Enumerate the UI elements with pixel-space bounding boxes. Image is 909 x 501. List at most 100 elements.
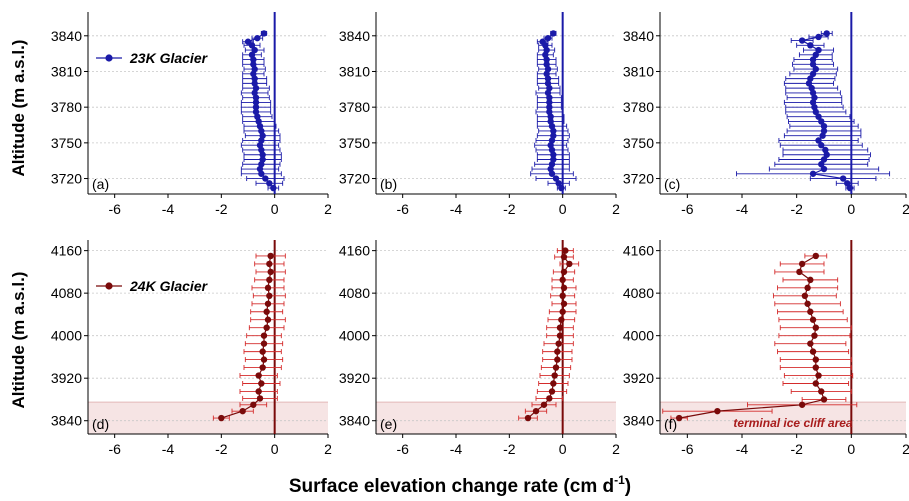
x-tick-label: -6 xyxy=(108,441,121,457)
x-axis-label-close: ) xyxy=(625,476,631,497)
data-point xyxy=(239,407,246,415)
data-point xyxy=(266,260,273,268)
x-axis-label-superscript: -1 xyxy=(614,473,625,487)
data-point xyxy=(820,156,828,163)
y-tick-label: 3720 xyxy=(51,171,82,187)
x-tick-label: -6 xyxy=(681,441,694,457)
data-point xyxy=(818,142,825,149)
data-point xyxy=(252,103,260,111)
y-tick-label: 3840 xyxy=(51,28,82,44)
data-point xyxy=(809,316,817,323)
x-tick-label: 2 xyxy=(612,441,620,457)
y-tick-label: 3840 xyxy=(623,28,654,44)
data-point xyxy=(250,56,257,63)
panel-a: 3720 3750 3780 3810 3840 -6 -4 -2 0 2 (a) 23K Glaci… xyxy=(51,12,332,217)
x-tick-label: -4 xyxy=(162,441,175,457)
x-tick-label: -2 xyxy=(790,201,803,217)
y-tick-label: 3780 xyxy=(51,99,82,115)
data-point xyxy=(555,340,562,347)
data-point xyxy=(560,284,568,292)
y-tick-label: 4160 xyxy=(51,243,82,259)
data-point xyxy=(559,276,566,284)
data-point xyxy=(552,364,560,371)
legend-marker xyxy=(105,54,113,62)
panel-tag: (f) xyxy=(664,416,677,432)
data-point xyxy=(266,180,273,187)
x-tick-label: -2 xyxy=(503,441,516,457)
x-tick-label: 0 xyxy=(559,201,567,217)
x-tick-label: -2 xyxy=(790,441,803,457)
data-point xyxy=(809,70,817,78)
legend-marker xyxy=(105,282,113,290)
data-point xyxy=(546,99,553,106)
y-tick-label: 3920 xyxy=(623,370,654,386)
series-line xyxy=(800,32,851,189)
y-tick-label: 3840 xyxy=(339,28,370,44)
series-line xyxy=(221,255,272,419)
shaded-band xyxy=(88,402,328,434)
data-point xyxy=(260,356,268,363)
panel-tag: (a) xyxy=(92,176,109,192)
data-point xyxy=(267,252,274,260)
data-point xyxy=(566,260,573,268)
data-point xyxy=(812,108,819,116)
data-point xyxy=(260,30,268,37)
data-point xyxy=(809,56,817,63)
data-point xyxy=(820,396,828,403)
data-point xyxy=(550,380,557,387)
data-point xyxy=(259,151,266,158)
x-tick-label: -4 xyxy=(162,201,175,217)
y-tick-label: 3840 xyxy=(51,413,82,429)
data-point xyxy=(252,99,260,106)
data-point xyxy=(809,348,817,355)
data-point xyxy=(254,34,261,42)
y-tick-label: 3780 xyxy=(623,99,654,115)
x-tick-label: -2 xyxy=(503,201,516,217)
shaded-band xyxy=(660,402,906,434)
data-point xyxy=(804,300,811,307)
data-point xyxy=(809,170,817,177)
x-tick-label: -2 xyxy=(215,441,228,457)
data-point xyxy=(270,184,277,192)
data-point xyxy=(258,170,265,177)
legend: 24K Glacier xyxy=(96,278,209,294)
y-tick-label: 3920 xyxy=(51,370,82,386)
y-tick-label: 3750 xyxy=(339,135,370,151)
x-tick-label: -4 xyxy=(736,201,749,217)
data-point xyxy=(264,316,272,323)
data-point xyxy=(675,414,683,422)
data-point xyxy=(798,37,806,44)
panel-tag: (c) xyxy=(664,176,680,192)
data-point xyxy=(820,122,828,130)
y-tick-label: 4080 xyxy=(623,285,654,301)
y-tick-label: 3720 xyxy=(339,171,370,187)
data-point xyxy=(560,268,568,276)
y-tick-label: 4160 xyxy=(339,243,370,259)
data-point xyxy=(552,175,560,182)
data-point xyxy=(251,46,258,54)
y-tick-label: 3810 xyxy=(339,63,370,79)
data-point xyxy=(266,276,273,284)
data-point xyxy=(544,75,552,82)
data-point xyxy=(548,388,556,395)
data-point xyxy=(543,56,550,63)
data-point xyxy=(544,34,552,42)
data-point xyxy=(266,292,273,300)
data-point xyxy=(812,65,819,73)
data-point xyxy=(559,308,566,315)
x-tick-label: 0 xyxy=(847,201,855,217)
panel-tag: (d) xyxy=(92,416,109,432)
data-point xyxy=(255,388,262,395)
data-point xyxy=(807,308,814,315)
y-tick-label: 4080 xyxy=(339,285,370,301)
x-tick-label: -6 xyxy=(396,201,409,217)
data-point xyxy=(264,300,272,307)
data-point xyxy=(258,380,265,387)
data-point xyxy=(807,340,814,347)
data-point xyxy=(846,184,854,192)
data-point xyxy=(798,401,806,408)
legend: 23K Glacier xyxy=(96,50,209,66)
data-point xyxy=(812,380,819,387)
data-point xyxy=(820,165,828,173)
